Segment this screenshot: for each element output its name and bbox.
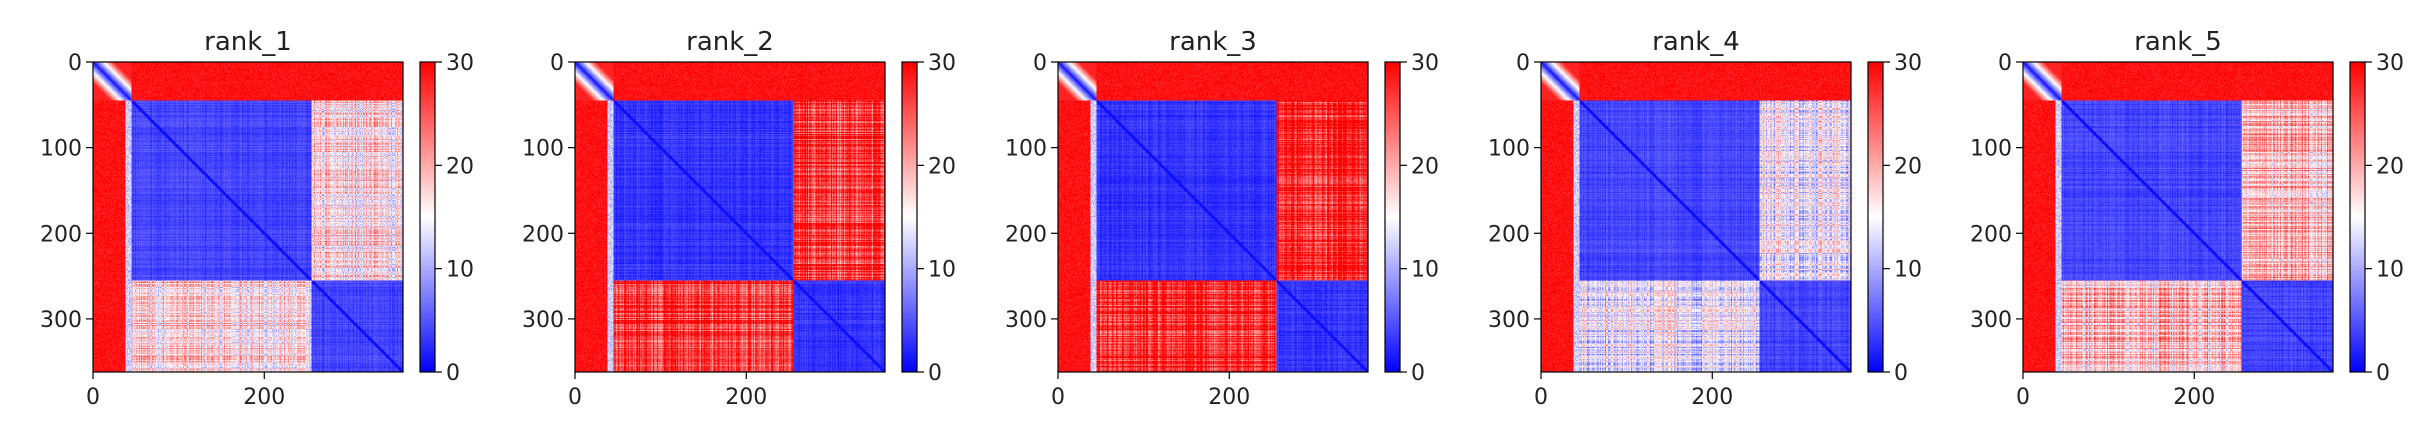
colorbar (1384, 61, 1401, 373)
panel-2: rank_2 0 100 200 300 0 200 0 10 20 30 (522, 27, 956, 410)
panel-title: rank_4 (1652, 27, 1740, 57)
colorbar-tick-label: 30 (446, 51, 474, 76)
y-tick-label: 300 (1488, 308, 1530, 333)
x-tick-label: 200 (243, 385, 285, 410)
colorbar-tick-label: 10 (928, 258, 956, 283)
colorbar-tick-label: 20 (2376, 154, 2404, 179)
plot-frame (92, 61, 404, 373)
pae-heatmap (1541, 62, 1851, 372)
x-tick-label: 0 (1534, 385, 1548, 410)
colorbar-tick-label: 0 (2376, 361, 2390, 386)
colorbar-tick-label: 10 (446, 258, 474, 283)
colorbar-tick-label: 0 (446, 361, 460, 386)
x-tick-label: 0 (2016, 385, 2030, 410)
colorbar-tick-label: 30 (2376, 51, 2404, 76)
colorbar-tick-label: 30 (928, 51, 956, 76)
y-tick-label: 300 (1970, 308, 2012, 333)
y-tick-label: 200 (522, 222, 564, 247)
colorbar-tick-label: 30 (1894, 51, 1922, 76)
panel-5: rank_5 0 100 200 300 0 200 0 10 20 30 (1970, 27, 2404, 410)
y-tick-label: 300 (522, 308, 564, 333)
y-tick-label: 0 (1516, 51, 1530, 76)
panel-3: rank_3 0 100 200 300 0 200 0 10 20 30 (1005, 27, 1439, 410)
panel-1: rank_1 0 100 200 300 0 200 0 10 20 30 (40, 27, 474, 410)
colorbar-tick-label: 30 (1411, 51, 1439, 76)
colorbar-tick-label: 20 (1411, 154, 1439, 179)
colorbar-tick-label: 10 (1894, 258, 1922, 283)
y-tick-label: 100 (1005, 137, 1047, 162)
pae-heatmap (2023, 62, 2333, 372)
colorbar (2349, 61, 2366, 373)
y-tick-label: 100 (1970, 137, 2012, 162)
panel-title: rank_3 (1169, 27, 1257, 57)
y-tick-label: 100 (40, 137, 82, 162)
panel-title: rank_1 (204, 27, 292, 57)
y-tick-label: 100 (522, 137, 564, 162)
colorbar-tick-label: 20 (446, 154, 474, 179)
y-tick-label: 0 (1033, 51, 1047, 76)
x-tick-label: 200 (2173, 385, 2215, 410)
colorbar-tick-label: 0 (1894, 361, 1908, 386)
colorbar-tick-label: 10 (1411, 258, 1439, 283)
panel-4: rank_4 0 100 200 300 0 200 0 10 20 30 (1488, 27, 1922, 410)
colorbar (1867, 61, 1884, 373)
colorbar-tick-label: 0 (1411, 361, 1425, 386)
y-tick-label: 200 (1970, 222, 2012, 247)
y-tick-label: 100 (1488, 137, 1530, 162)
colorbar-tick-label: 0 (928, 361, 942, 386)
panel-title: rank_5 (2134, 27, 2222, 57)
colorbar-tick-label: 20 (928, 154, 956, 179)
x-tick-label: 200 (725, 385, 767, 410)
y-tick-label: 0 (68, 51, 82, 76)
x-tick-label: 200 (1691, 385, 1733, 410)
colorbar-tick-label: 10 (2376, 258, 2404, 283)
y-tick-label: 200 (40, 222, 82, 247)
y-tick-label: 200 (1488, 222, 1530, 247)
y-tick-label: 0 (1998, 51, 2012, 76)
x-tick-label: 0 (568, 385, 582, 410)
y-tick-label: 200 (1005, 222, 1047, 247)
colorbar (419, 61, 436, 373)
pae-heatmap (575, 62, 885, 372)
x-tick-label: 0 (86, 385, 100, 410)
plot-frame (574, 61, 886, 373)
plot-frame (1540, 61, 1852, 373)
y-tick-label: 300 (1005, 308, 1047, 333)
colorbar-tick-label: 20 (1894, 154, 1922, 179)
pae-heatmap (93, 62, 403, 372)
plot-frame (2022, 61, 2334, 373)
x-tick-label: 0 (1051, 385, 1065, 410)
plot-frame (1057, 61, 1369, 373)
y-tick-label: 300 (40, 308, 82, 333)
panel-title: rank_2 (686, 27, 774, 57)
pae-heatmap (1058, 62, 1368, 372)
colorbar (901, 61, 918, 373)
x-tick-label: 200 (1208, 385, 1250, 410)
y-tick-label: 0 (550, 51, 564, 76)
